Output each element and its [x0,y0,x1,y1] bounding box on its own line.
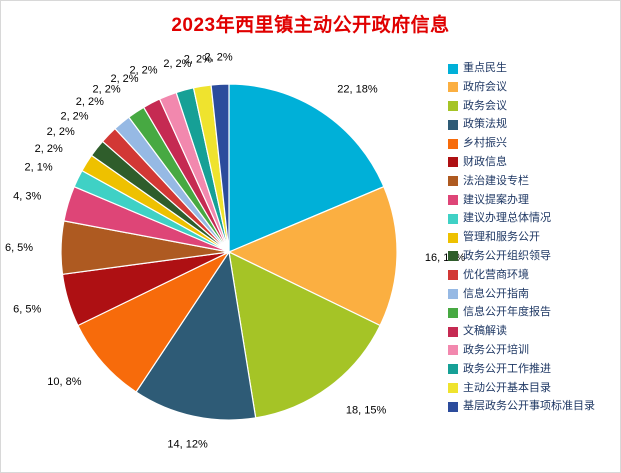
pie-slice-label: 2, 2% [60,110,88,122]
pie-slice-label: 2, 2% [129,65,157,77]
legend-label: 建议提案办理 [463,193,529,206]
legend-item: 建议办理总体情况 [448,213,595,224]
legend-label: 文稿解读 [463,325,507,338]
pie-slice [228,250,381,419]
pie-slice-label: 6, 5% [5,242,33,254]
pie-slice-label: 2, 2% [35,143,63,155]
pie-slice-label: 22, 18% [337,84,378,96]
pie-slice-label: 2, 2% [110,73,138,85]
legend-item: 财政信息 [448,155,595,168]
chart-title: 2023年西里镇主动公开政府信息 [171,15,450,36]
legend-item: 主动公开基本目录 [448,381,595,394]
legend-item: 信息公开指南 [448,287,595,300]
legend-swatch [448,364,458,375]
legend-label: 重点民生 [463,62,507,74]
legend-swatch [448,270,458,281]
legend-swatch [448,289,458,300]
pie-slice-label: 18, 15% [346,404,387,416]
pie-slice-label: 10, 8% [47,376,81,388]
legend-item: 政务公开培训 [448,343,595,356]
legend-swatch [448,383,458,394]
pie-slice [210,83,230,253]
legend-swatch [448,345,458,356]
legend-swatch [448,251,458,262]
legend-label: 政务会议 [463,99,507,112]
legend-swatch [448,82,458,93]
legend-swatch [448,195,458,206]
legend-label: 信息公开年度报告 [463,306,551,319]
legend-item: 政务公开工作推进 [448,362,595,375]
pie-slice-label: 14, 12% [167,439,208,451]
legend-item: 优化营商环境 [448,268,595,281]
pie-slice [228,83,385,253]
legend-item: 信息公开年度报告 [448,307,595,318]
pie-slice-label: 2, 1% [25,161,53,173]
legend-label: 信息公开指南 [463,287,529,300]
pie-slice-label: 2, 2% [93,84,121,96]
legend-label: 优化营商环境 [463,268,529,281]
legend-swatch [448,232,458,243]
legend-item: 建议提案办理 [448,193,595,206]
legend-item: 政务会议 [448,99,595,112]
legend-label: 政务公开组织领导 [463,249,551,262]
pie-slice-label: 2, 2% [184,54,212,66]
legend-label: 财政信息 [463,155,507,168]
pie-slice-label: 2, 2% [205,51,233,63]
pie-slice-label: 2, 2% [163,58,191,70]
pie-slice [135,250,257,421]
legend-item: 法治建设专栏 [448,174,595,187]
legend-swatch [448,157,458,168]
legend-swatch [448,101,458,112]
chart-legend: 重点民生政府会议政务会议政策法规乡村振兴财政信息法治建设专栏 建议提案办理建议办理… [448,63,595,420]
legend-swatch [448,326,458,337]
legend-label: 政策法规 [463,118,507,131]
legend-swatch [448,401,458,412]
legend-item: 基层政务公开事项标准目录 [448,401,595,412]
legend-swatch [448,119,458,130]
legend-item: 政务公开组织领导 [448,249,595,262]
legend-item: 管理和服务公开 [448,232,595,243]
legend-swatch [448,307,458,318]
legend-swatch [448,138,458,149]
legend-label: 建议办理总体情况 [463,212,551,225]
legend-item: 乡村振兴 [448,138,595,149]
legend-item: 重点民生 [448,63,595,74]
pie-slice-label: 6, 5% [13,304,41,316]
legend-label: 乡村振兴 [463,137,507,150]
pie-slice-label: 4, 3% [13,190,41,202]
pie-slice [77,250,231,393]
legend-item: 政府会议 [448,80,595,93]
legend-label: 法治建设专栏 [463,174,529,187]
pie-slice-label: 2, 2% [76,96,104,108]
legend-label: 主动公开基本目录 [463,381,551,394]
legend-swatch [448,213,458,224]
legend-item: 政策法规 [448,119,595,130]
pie-slice [227,185,398,327]
legend-swatch [448,63,458,74]
legend-label: 管理和服务公开 [463,231,540,244]
legend-item: 文稿解读 [448,326,595,337]
pie-slice-label: 2, 2% [47,126,75,138]
legend-label: 政务公开培训 [463,343,529,356]
legend-label: 基层政务公开事项标准目录 [463,400,595,413]
legend-swatch [448,176,458,187]
legend-label: 政府会议 [463,80,507,93]
legend-label: 政务公开工作推进 [463,362,551,375]
